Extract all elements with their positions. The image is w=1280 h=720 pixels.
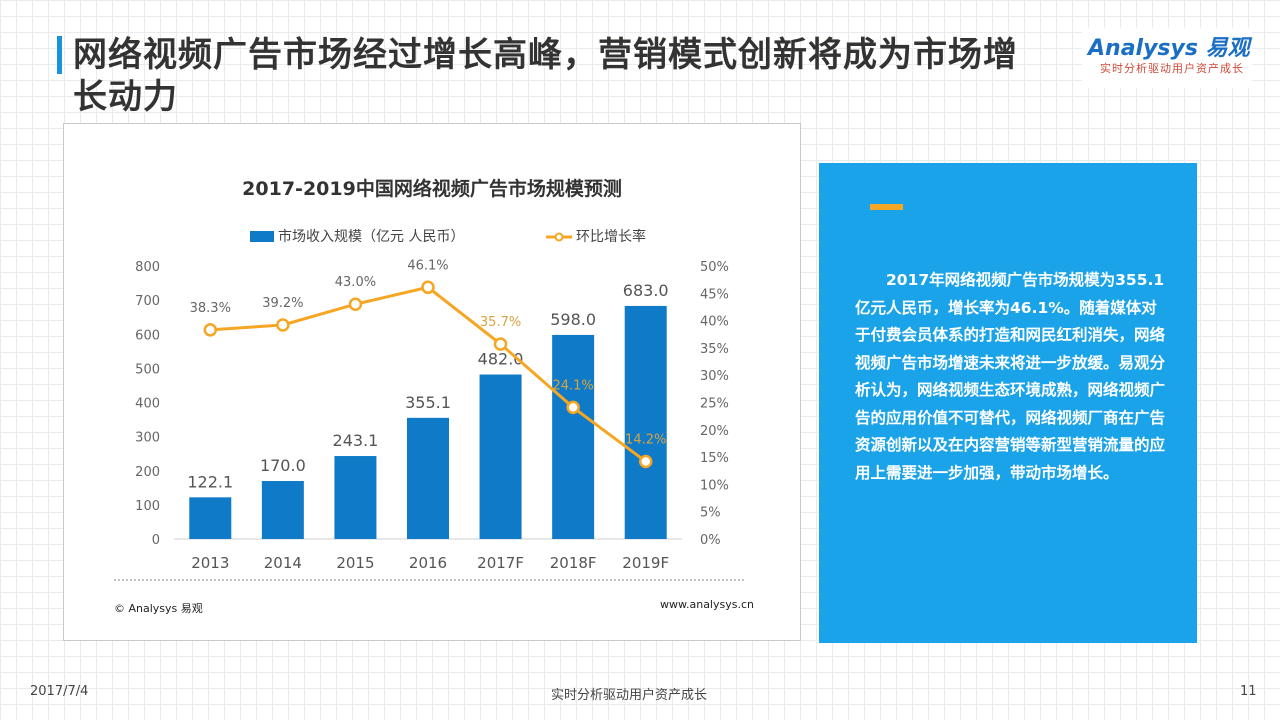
y-right-tick-label: 35% [700, 342, 729, 357]
growth-point-2013 [203, 323, 218, 337]
growth-value-label: 14.2% [625, 432, 666, 447]
legend-bar-swatch [250, 231, 274, 242]
growth-point-2017F [493, 337, 508, 351]
x-tick-label: 2017F [477, 554, 524, 572]
legend-bar-label: 市场收入规模（亿元 人民币） [278, 228, 464, 245]
bar-2015 [334, 456, 377, 539]
y-right-tick-label: 40% [700, 315, 729, 330]
growth-value-label: 38.3% [190, 301, 231, 316]
bar-value-label: 355.1 [405, 393, 451, 412]
x-tick-label: 2018F [550, 554, 597, 572]
growth-point-2016 [421, 280, 435, 295]
bar-value-label: 683.0 [623, 281, 669, 300]
y-right-tick-label: 5% [700, 506, 721, 521]
bar-2013 [189, 497, 232, 539]
page-title: 网络视频广告市场经过增长高峰，营销模式创新将成为市场增长动力 [73, 35, 1018, 117]
insight-text: 2017年网络视频广告市场规模为355.1亿元人民币，增长率为46.1%。随着媒… [855, 271, 1166, 482]
y-left-tick-label: 200 [135, 465, 160, 480]
bar-2014 [261, 480, 304, 539]
growth-point-2015 [348, 297, 363, 311]
growth-value-label: 46.1% [407, 258, 448, 273]
growth-point-2014 [276, 318, 290, 332]
y-left-tick-label: 300 [135, 431, 160, 446]
chart-title: 2017-2019中国网络视频广告市场规模预测 [242, 177, 622, 200]
x-tick-label: 2015 [336, 554, 374, 572]
bar-value-label: 170.0 [260, 456, 306, 475]
y-left-tick-label: 800 [135, 260, 160, 275]
bar-2018F [552, 334, 595, 539]
x-tick-label: 2016 [409, 554, 447, 572]
growth-point-2019F [638, 454, 653, 469]
chart-panel: 2017-2019中国网络视频广告市场规模预测市场收入规模（亿元 人民币） 环比增… [63, 123, 801, 641]
y-right-tick-label: 50% [700, 260, 729, 275]
chart-copyright: © Analysys 易观 [114, 602, 203, 615]
growth-point-2018F [566, 400, 580, 415]
title-accent-bar [57, 36, 62, 74]
footer-slogan: 实时分析驱动用户资产成长 [551, 688, 708, 703]
growth-value-label: 43.0% [335, 275, 376, 290]
insight-accent-dash [870, 204, 903, 210]
y-right-tick-label: 25% [700, 397, 729, 412]
logo-brand: Analysys 易观 [1088, 36, 1250, 61]
growth-value-label: 35.7% [480, 315, 521, 330]
logo: Analysys 易观 实时分析驱动用户资产成长 [1082, 28, 1252, 88]
y-right-tick-label: 10% [700, 478, 729, 493]
x-tick-label: 2013 [191, 554, 229, 572]
y-left-tick-label: 600 [135, 328, 160, 343]
y-right-tick-label: 20% [700, 424, 729, 439]
bar-2019F [624, 305, 667, 539]
y-right-tick-label: 15% [700, 451, 729, 466]
y-right-tick-label: 30% [700, 369, 729, 384]
y-left-tick-label: 400 [135, 397, 160, 412]
growth-value-label: 39.2% [262, 296, 303, 311]
x-tick-label: 2014 [264, 554, 302, 572]
footer-page-number: 11 [1240, 684, 1257, 699]
logo-slogan: 实时分析驱动用户资产成长 [1100, 62, 1244, 75]
footer-date: 2017/7/4 [30, 684, 89, 699]
y-left-tick-label: 100 [135, 499, 160, 514]
y-left-tick-label: 700 [135, 294, 160, 309]
y-right-tick-label: 45% [700, 287, 729, 302]
legend-line-label: 环比增长率 [576, 228, 646, 245]
bar-value-label: 243.1 [333, 431, 379, 450]
bar-2017F [479, 374, 522, 539]
x-tick-label: 2019F [622, 554, 669, 572]
chart-source: www.analysys.cn [660, 598, 754, 611]
bar-value-label: 122.1 [187, 472, 233, 491]
growth-value-label: 24.1% [552, 378, 593, 393]
legend-line-marker [554, 232, 564, 242]
insight-panel: 2017年网络视频广告市场规模为355.1亿元人民币，增长率为46.1%。随着媒… [819, 163, 1197, 643]
y-left-tick-label: 0 [152, 533, 160, 548]
y-right-tick-label: 0% [700, 533, 721, 548]
y-left-tick-label: 500 [135, 362, 160, 377]
bar-value-label: 598.0 [550, 310, 596, 329]
bar-2016 [407, 417, 449, 539]
